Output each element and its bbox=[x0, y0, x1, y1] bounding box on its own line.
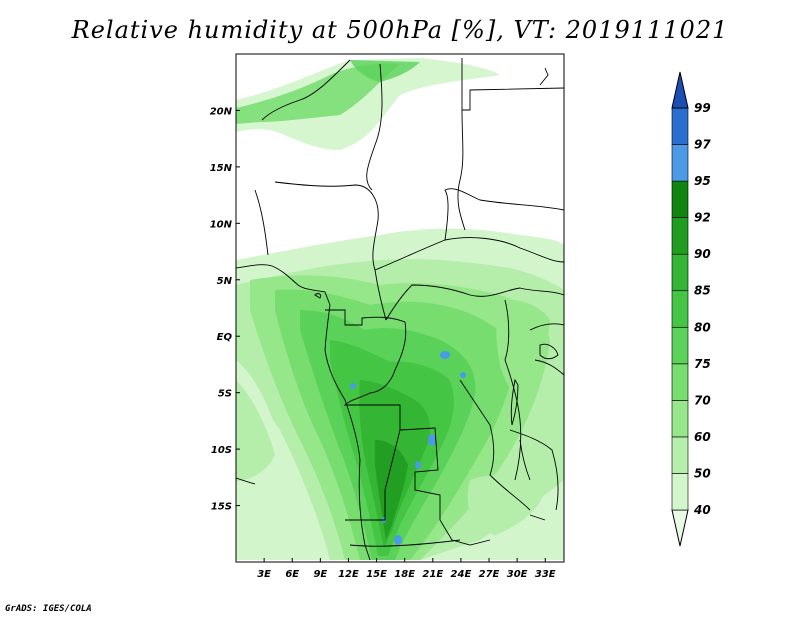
country-boundaries bbox=[236, 58, 564, 561]
lat-tick-label: 15S bbox=[211, 502, 232, 513]
humidity-band-north-core bbox=[236, 63, 400, 124]
lat-tick-label: 20N bbox=[210, 106, 233, 117]
lon-tick-label: 33E bbox=[535, 569, 556, 580]
lon-tick-label: 12E bbox=[338, 569, 359, 580]
longitude-axis: 3E 6E 9E 12E 15E 18E 21E 24E 27E 30E 33E bbox=[257, 558, 556, 580]
colorbar-segment bbox=[671, 253, 689, 292]
colorbar: 40 50 60 70 75 80 85 90 92 95 97 99 bbox=[671, 71, 711, 547]
lon-tick-label: 15E bbox=[366, 569, 387, 580]
colorbar-segment bbox=[671, 326, 689, 365]
lon-tick-label: 24E bbox=[451, 569, 472, 580]
lon-tick-label: 21E bbox=[422, 569, 443, 580]
lon-tick-label: 6E bbox=[285, 569, 299, 580]
colorbar-label: 95 bbox=[694, 174, 711, 188]
credit-label: GrADS: IGES/COLA bbox=[5, 604, 92, 614]
colorbar-segment bbox=[671, 107, 689, 145]
lon-tick-label: 9E bbox=[313, 569, 327, 580]
colorbar-segment bbox=[671, 290, 689, 328]
colorbar-segment bbox=[671, 473, 689, 511]
colorbar-segment bbox=[671, 400, 689, 438]
colorbar-segment bbox=[671, 180, 689, 218]
colorbar-label: 85 bbox=[694, 284, 711, 298]
colorbar-segment bbox=[671, 144, 689, 182]
humidity-band-north bbox=[236, 58, 500, 150]
lakes bbox=[314, 67, 559, 521]
lon-tick-label: 18E bbox=[394, 569, 415, 580]
lat-tick-label: 10S bbox=[211, 445, 232, 456]
latitude-axis: 20N 15N 10N 5N EQ 5S 10S 15S bbox=[210, 106, 240, 513]
lon-tick-label: 30E bbox=[507, 569, 528, 580]
lon-tick-label: 27E bbox=[479, 569, 500, 580]
colorbar-segment bbox=[671, 217, 689, 255]
lat-tick-label: 5N bbox=[217, 276, 233, 287]
colorbar-segment bbox=[671, 509, 689, 547]
lat-tick-label: 5S bbox=[218, 389, 232, 400]
colorbar-label: 60 bbox=[694, 430, 711, 444]
lat-tick-label: EQ bbox=[217, 332, 233, 343]
humidity-field bbox=[236, 58, 564, 560]
colorbar-label: 97 bbox=[694, 138, 711, 152]
colorbar-label: 92 bbox=[694, 211, 711, 225]
colorbar-segment bbox=[671, 71, 689, 109]
colorbar-label: 50 bbox=[694, 466, 711, 480]
lat-tick-label: 15N bbox=[210, 163, 233, 174]
colorbar-label: 99 bbox=[694, 101, 711, 115]
chart-title: Relative humidity at 500hPa [%], VT: 201… bbox=[71, 16, 729, 44]
lon-tick-label: 3E bbox=[257, 569, 271, 580]
colorbar-segment bbox=[671, 363, 689, 401]
colorbar-label: 75 bbox=[694, 357, 711, 371]
colorbar-label: 40 bbox=[693, 503, 711, 517]
colorbar-segment bbox=[671, 436, 689, 474]
colorbar-label: 80 bbox=[694, 320, 711, 334]
colorbar-label: 70 bbox=[694, 393, 711, 407]
map-frame bbox=[235, 53, 565, 563]
lat-tick-label: 10N bbox=[210, 219, 233, 230]
humidity-high-spots bbox=[350, 351, 466, 545]
colorbar-label: 90 bbox=[694, 247, 711, 261]
